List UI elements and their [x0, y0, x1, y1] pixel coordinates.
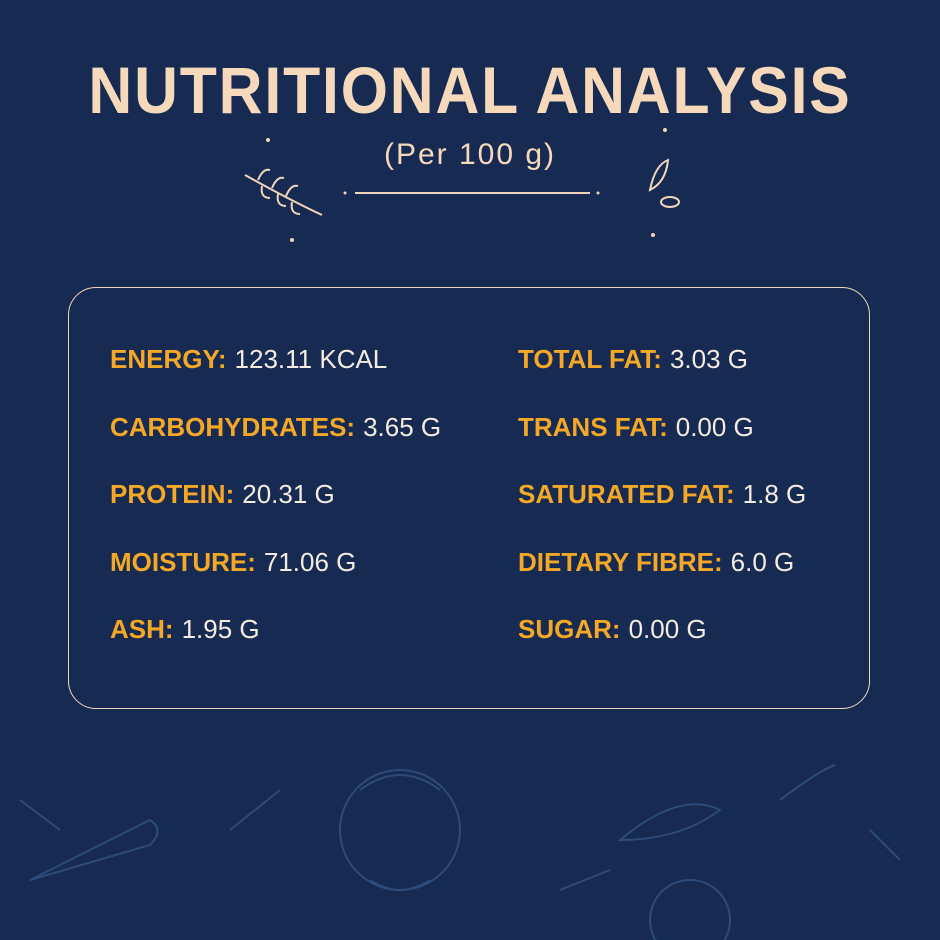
nutrient-label: MOISTURE: [110, 546, 256, 577]
nutrient-row: MOISTURE: 71.06 G [110, 547, 441, 615]
leaf [648, 158, 670, 192]
nutrient-value: 0.00 G [675, 411, 754, 442]
nutrient-box [68, 287, 870, 709]
nutrient-value: 3.03 G [669, 344, 749, 374]
subtitle: (Per 100 g) [383, 138, 557, 171]
left-column: ENERGY: 123.11 KCAL CARBOHYDRATES: 3.65 G PR… [110, 344, 441, 682]
nutrient-row: PROTEIN: 20.31 G [110, 479, 441, 547]
nutrient-label: DIETARY FIBRE: [518, 546, 723, 577]
nutrient-label: CARBOHYDRATES: [110, 411, 356, 442]
dot [663, 128, 667, 132]
food-illustrations [19, 764, 901, 940]
nutrient-label: SATURATED FAT: [518, 479, 735, 509]
leaf [660, 196, 680, 208]
dot [651, 233, 655, 237]
nutrient-label: ASH: [110, 614, 174, 644]
nutrient-label: TRANS FAT: [518, 411, 668, 442]
nutrient-value: 20.31 G [242, 479, 335, 509]
right-column: TOTAL FAT: 3.03 G TRANS FAT: 0.00 G SATURATE… [518, 344, 806, 682]
nutrient-label: ENERGY: [110, 344, 227, 374]
nutrient-value: 3.65 G [363, 411, 442, 442]
dot [290, 238, 294, 242]
nutrient-row: TRANS FAT: 0.00 G [518, 412, 806, 480]
title: NUTRITIONAL ANALYSIS [88, 53, 852, 127]
nutrient-value: 6.0 G [730, 546, 795, 577]
nutrient-label: SUGAR: [518, 614, 621, 644]
nutrient-value: 123.11 KCAL [234, 344, 388, 374]
nutrient-row: ASH: 1.95 G [110, 614, 441, 682]
nutrient-value: 0.00 G [628, 614, 707, 644]
nutrient-row: SATURATED FAT: 1.8 G [518, 479, 806, 547]
nutrient-row: CARBOHYDRATES: 3.65 G [110, 412, 441, 480]
nutrient-row: DIETARY FIBRE: 6.0 G [518, 547, 806, 615]
nutrient-row: TOTAL FAT: 3.03 G [518, 344, 806, 412]
nutrient-row: SUGAR: 0.00 G [518, 614, 806, 682]
nutrient-value: 71.06 G [263, 546, 357, 577]
dot [343, 191, 347, 195]
dot [596, 191, 600, 195]
nutrient-label: TOTAL FAT: [518, 344, 662, 374]
nutrient-value: 1.95 G [181, 614, 260, 644]
nutrient-value: 1.8 G [742, 479, 807, 509]
leaf-stem [244, 174, 323, 216]
nutrient-row: ENERGY: 123.11 KCAL [110, 344, 441, 412]
dot [266, 138, 270, 142]
leaf [257, 168, 301, 215]
nutrient-label: PROTEIN: [110, 479, 235, 509]
